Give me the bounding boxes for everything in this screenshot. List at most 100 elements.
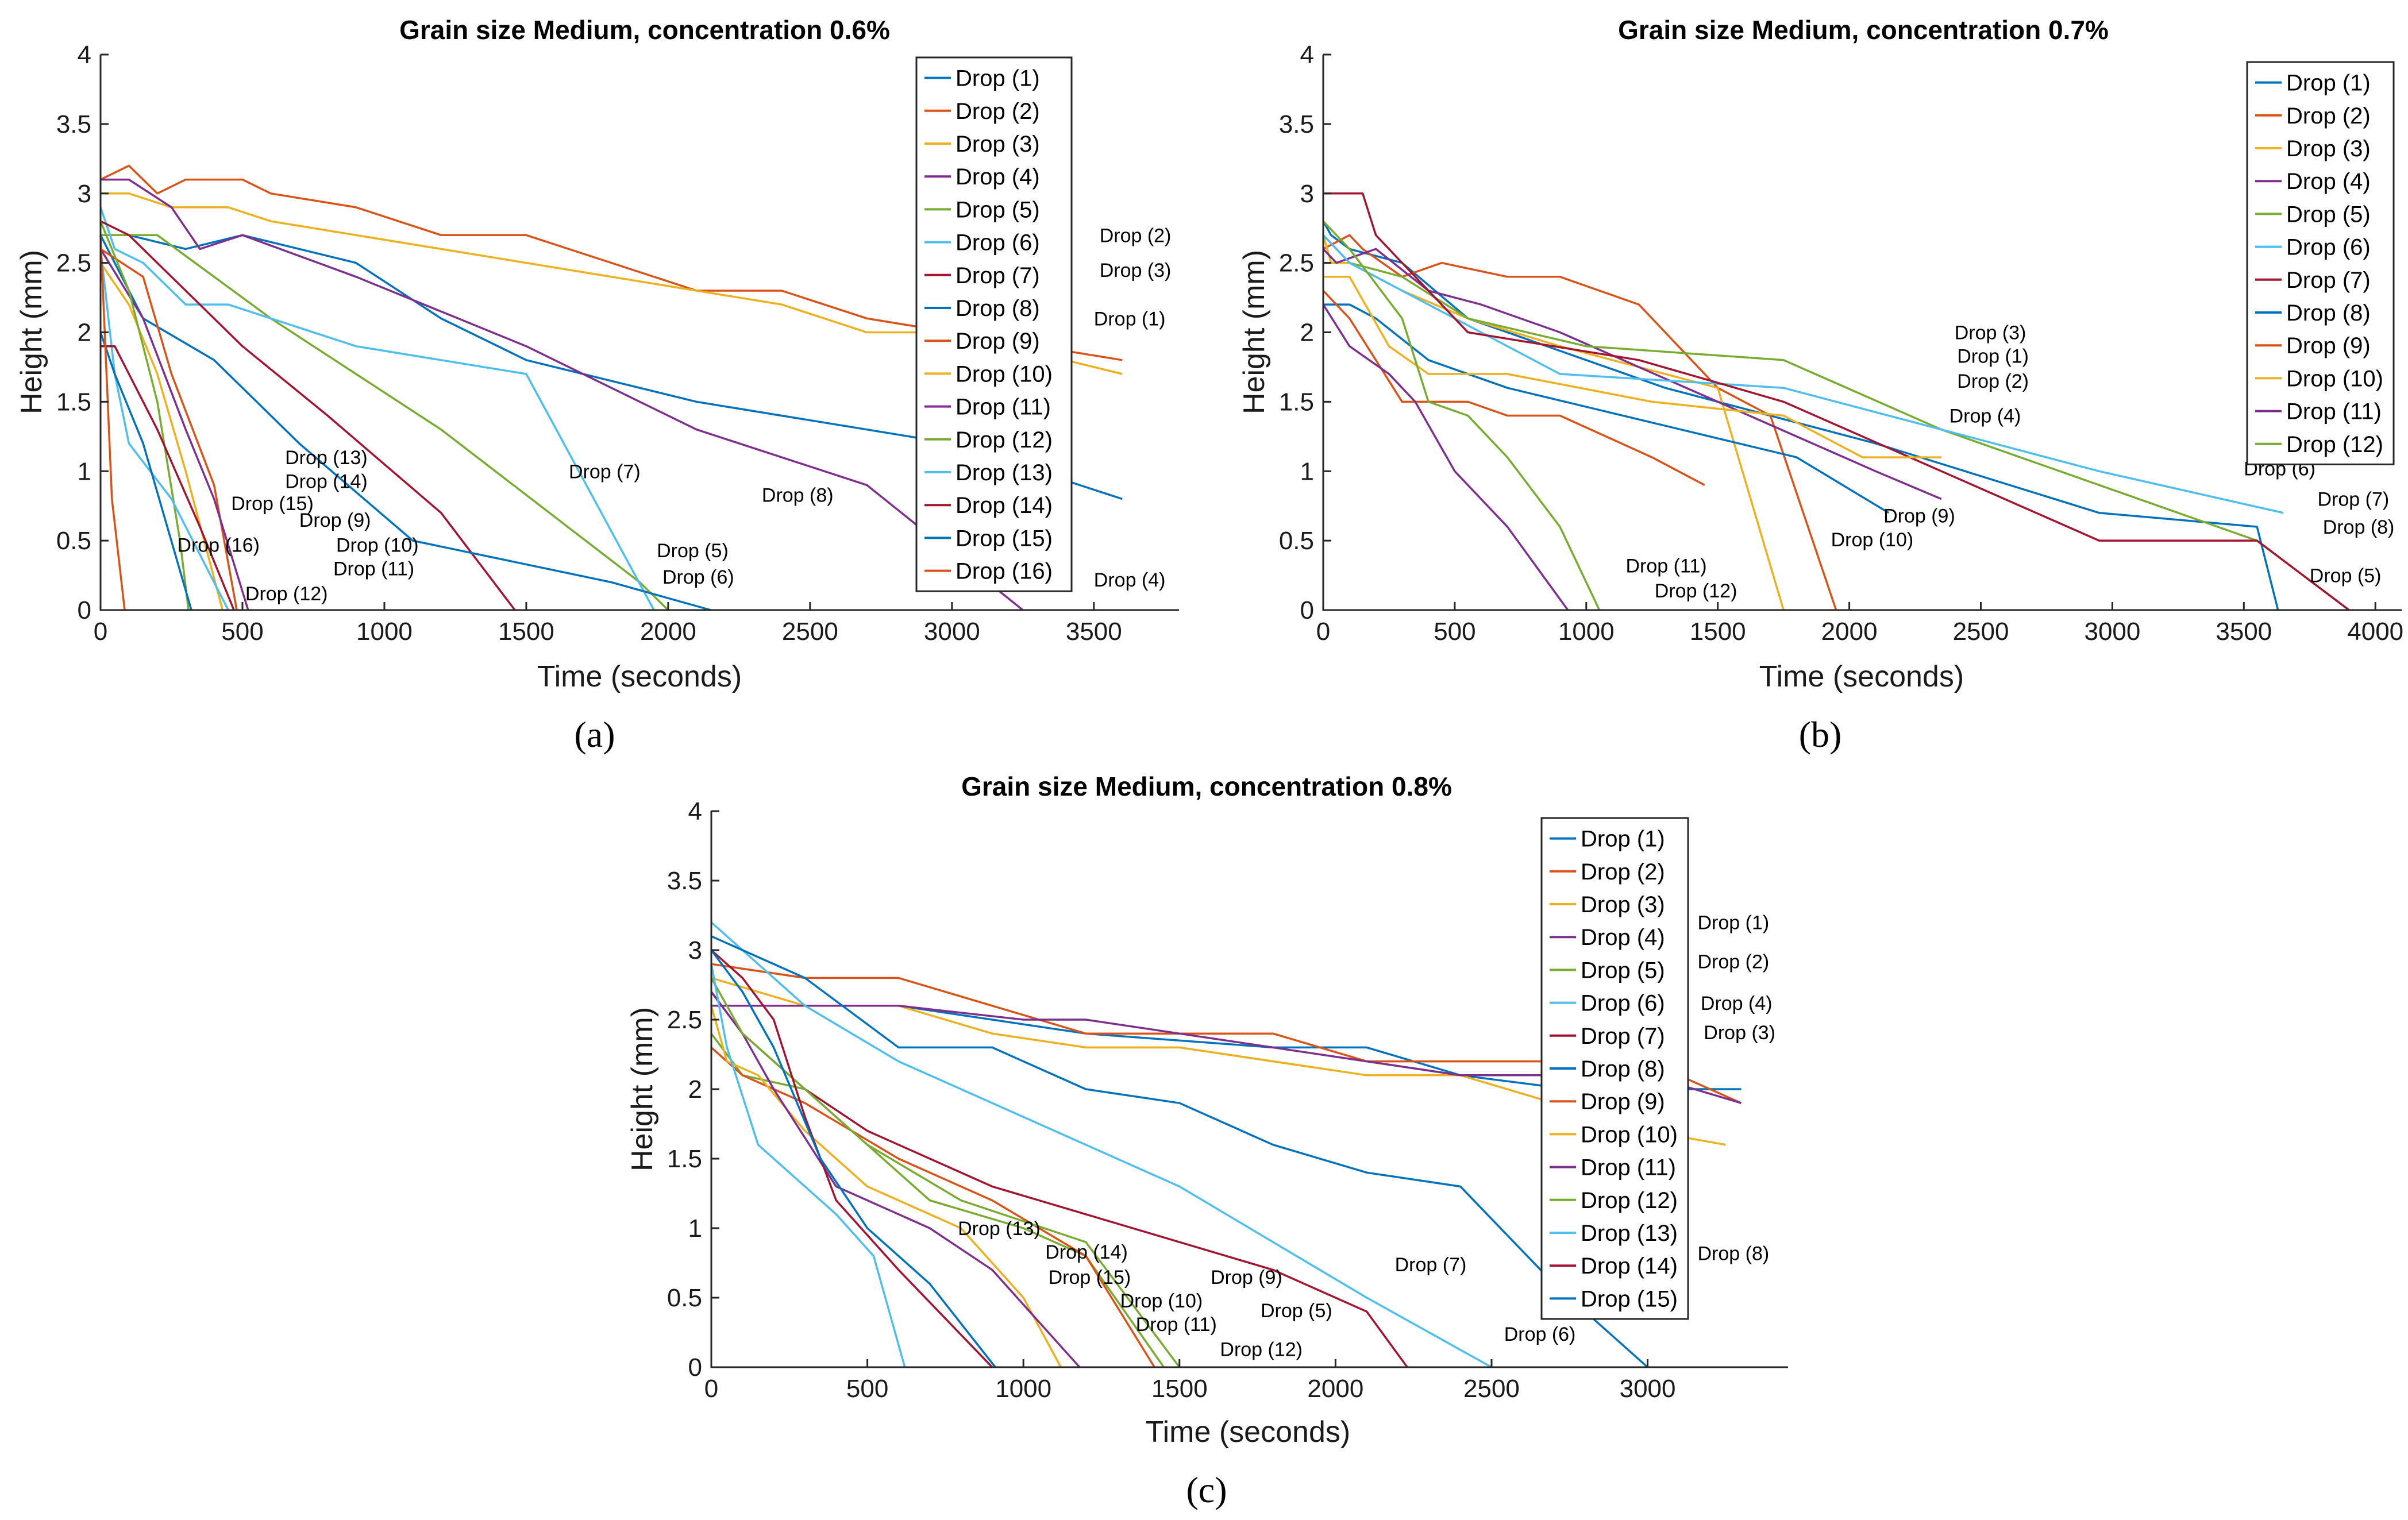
series-line-16 bbox=[99, 235, 126, 611]
x-tick-label: 1500 bbox=[1151, 1375, 1208, 1403]
y-axis-label: Height (mm) bbox=[1238, 250, 1271, 414]
legend-entry: Drop (1) bbox=[956, 66, 1040, 91]
chart-title: Grain size Medium, concentration 0.7% bbox=[1618, 15, 2109, 45]
y-tick-label: 0.5 bbox=[56, 527, 91, 555]
y-tick-label: 3.5 bbox=[667, 867, 702, 895]
series-line-4 bbox=[1322, 248, 1942, 500]
y-tick-label: 2.5 bbox=[667, 1006, 702, 1034]
chart-a: Grain size Medium, concentration 0.6% Dr… bbox=[15, 15, 1179, 755]
series-annotation: Drop (5) bbox=[657, 540, 729, 562]
y-tick-label: 0 bbox=[688, 1353, 702, 1382]
series-line-3 bbox=[1322, 234, 1785, 611]
legend-box bbox=[915, 56, 1073, 592]
chart-c: Grain size Medium, concentration 0.8% Dr… bbox=[626, 771, 1788, 1510]
legend-box bbox=[2246, 61, 2395, 465]
panel-label: (a) bbox=[574, 714, 615, 755]
series-annotation: Drop (3) bbox=[1704, 1022, 1775, 1044]
panel-label: (b) bbox=[1799, 714, 1842, 755]
legend-entry: Drop (9) bbox=[2286, 333, 2371, 358]
series-annotation: Drop (3) bbox=[1955, 322, 2026, 344]
y-tick-label: 4 bbox=[688, 797, 702, 825]
series-annotation: Drop (10) bbox=[336, 535, 419, 557]
legend-entry: Drop (3) bbox=[956, 132, 1040, 157]
series-line-15 bbox=[710, 949, 996, 1368]
legend-entry: Drop (7) bbox=[1581, 1024, 1665, 1049]
legend-entry: Drop (6) bbox=[956, 230, 1040, 256]
y-tick-label: 3 bbox=[1300, 180, 1314, 208]
y-ticks: 0 0.5 1 1.5 2 2.5 3 3.5 4 bbox=[1279, 41, 1331, 624]
panel-label: (c) bbox=[1186, 1469, 1227, 1510]
annotation-layer: Drop (3)Drop (1)Drop (2)Drop (4)Drop (6)… bbox=[1626, 322, 2395, 603]
x-axis-label: Time (seconds) bbox=[1146, 1415, 1350, 1449]
series-annotation: Drop (13) bbox=[958, 1218, 1041, 1240]
series-line-4 bbox=[101, 178, 1024, 611]
legend-entry: Drop (15) bbox=[956, 526, 1053, 551]
series-line-5 bbox=[710, 1033, 1165, 1368]
x-tick-label: 1000 bbox=[995, 1375, 1051, 1403]
series-layer bbox=[1322, 192, 2350, 611]
x-tick-label: 500 bbox=[1434, 618, 1475, 646]
series-annotation: Drop (13) bbox=[285, 447, 368, 469]
legend-entry: Drop (6) bbox=[1581, 991, 1665, 1016]
x-tick-label: 2500 bbox=[1463, 1375, 1520, 1403]
legend-entry: Drop (2) bbox=[1581, 859, 1665, 885]
series-layer bbox=[99, 164, 1123, 611]
series-line-1 bbox=[1322, 221, 2279, 611]
y-tick-label: 2.5 bbox=[56, 249, 91, 277]
series-annotation: Drop (10) bbox=[1120, 1290, 1203, 1312]
series-annotation: Drop (1) bbox=[1698, 912, 1770, 934]
y-tick-label: 4 bbox=[78, 41, 91, 69]
y-tick-label: 0 bbox=[1300, 596, 1314, 624]
y-tick-label: 1 bbox=[78, 457, 91, 485]
x-tick-label: 2500 bbox=[1953, 618, 2009, 646]
series-annotation: Drop (12) bbox=[1655, 580, 1737, 602]
legend-entry: Drop (16) bbox=[956, 559, 1053, 584]
legend-entry: Drop (9) bbox=[1581, 1089, 1665, 1114]
x-tick-label: 0 bbox=[704, 1375, 718, 1403]
x-tick-label: 1500 bbox=[498, 618, 554, 646]
x-ticks: 0 500 1000 1500 2000 2500 3000 3500 4000 bbox=[1316, 602, 2403, 646]
y-ticks: 0 0.5 1 1.5 2 2.5 3 3.5 4 bbox=[56, 41, 109, 624]
x-axis-label: Time (seconds) bbox=[1759, 660, 1964, 693]
legend-entry: Drop (4) bbox=[1581, 925, 1665, 950]
series-annotation: Drop (15) bbox=[1049, 1267, 1131, 1288]
series-annotation: Drop (8) bbox=[1698, 1243, 1770, 1265]
series-annotation: Drop (11) bbox=[1136, 1314, 1217, 1336]
y-tick-label: 2.5 bbox=[1279, 249, 1314, 277]
legend-entry: Drop (8) bbox=[1581, 1056, 1665, 1082]
legend-entry: Drop (8) bbox=[956, 296, 1040, 321]
x-axis-label: Time (seconds) bbox=[537, 660, 742, 693]
series-annotation: Drop (14) bbox=[1045, 1241, 1128, 1263]
x-tick-label: 3000 bbox=[2084, 618, 2140, 646]
legend-entry: Drop (13) bbox=[956, 460, 1053, 485]
series-line-9 bbox=[1322, 290, 1705, 486]
y-ticks: 0 0.5 1 1.5 2 2.5 3 3.5 4 bbox=[667, 797, 719, 1382]
y-tick-label: 2 bbox=[78, 319, 91, 347]
y-tick-label: 3 bbox=[688, 936, 702, 965]
series-annotation: Drop (9) bbox=[1883, 506, 1955, 527]
y-tick-label: 0.5 bbox=[1279, 527, 1314, 555]
legend-entry: Drop (5) bbox=[2286, 202, 2371, 227]
legend-entry: Drop (2) bbox=[2286, 103, 2371, 129]
series-line-6 bbox=[710, 921, 1492, 1368]
series-annotation: Drop (1) bbox=[1957, 346, 2029, 368]
series-annotation: Drop (9) bbox=[1211, 1267, 1282, 1288]
x-tick-label: 1000 bbox=[356, 618, 413, 646]
x-tick-label: 2500 bbox=[782, 618, 838, 646]
series-line-10 bbox=[1323, 276, 1941, 458]
series-annotation: Drop (9) bbox=[299, 510, 371, 531]
legend-entry: Drop (3) bbox=[2286, 136, 2371, 161]
legend-entry: Drop (11) bbox=[2286, 399, 2382, 425]
x-tick-label: 500 bbox=[846, 1375, 888, 1403]
legend-entry: Drop (12) bbox=[956, 427, 1053, 453]
series-line-9 bbox=[710, 1047, 1155, 1368]
series-annotation: Drop (8) bbox=[2323, 516, 2395, 538]
series-annotation: Drop (14) bbox=[285, 470, 368, 492]
legend-entry: Drop (15) bbox=[1581, 1286, 1678, 1311]
legend-entry: Drop (2) bbox=[956, 99, 1040, 124]
series-line-6 bbox=[99, 207, 655, 611]
x-tick-label: 1000 bbox=[1558, 618, 1615, 646]
y-axis-label: Height (mm) bbox=[15, 250, 48, 414]
series-line-13 bbox=[710, 963, 906, 1368]
series-annotation: Drop (11) bbox=[1626, 555, 1707, 577]
